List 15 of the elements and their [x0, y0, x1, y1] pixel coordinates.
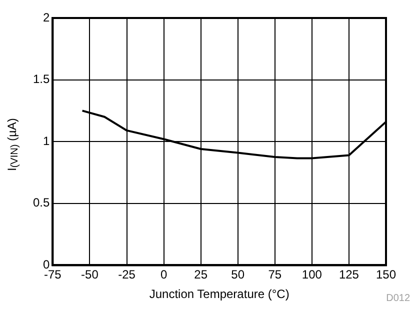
x-tick-label: 125 — [338, 268, 360, 282]
x-tick-label: 50 — [231, 268, 245, 282]
y-tick-label: 1 — [42, 134, 50, 148]
x-tick-label: 75 — [268, 268, 282, 282]
x-tick-label: -25 — [118, 268, 136, 282]
text: D012 — [386, 293, 410, 304]
x-tick-label: 25 — [194, 268, 208, 282]
x-axis-title: Junction Temperature (°C) — [149, 287, 290, 302]
y-tick-label: 0.5 — [32, 196, 50, 210]
x-tick-label: 100 — [302, 268, 322, 282]
x-tick-label: -50 — [81, 268, 99, 282]
y-tick-label: 2 — [42, 10, 50, 24]
x-tick-label: 150 — [376, 268, 396, 282]
x-tick-label: 0 — [160, 268, 168, 282]
y-tick-label: 1.5 — [32, 72, 50, 86]
